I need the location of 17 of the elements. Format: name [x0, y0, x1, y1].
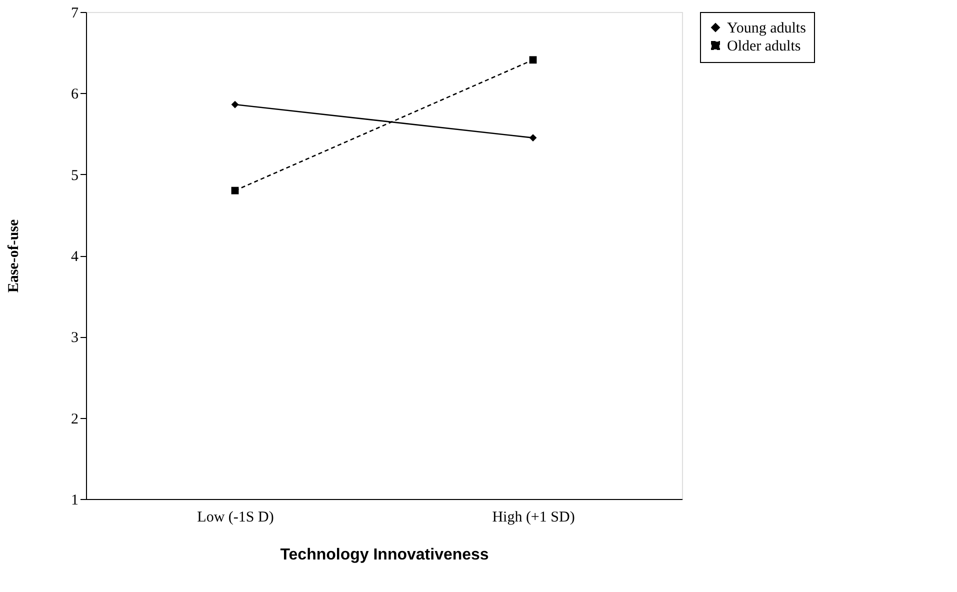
y-tick-label: 4 — [71, 249, 79, 265]
y-tick-label: 5 — [71, 168, 78, 184]
legend-label: Older adults — [727, 38, 801, 54]
x-axis-title: Technology Innovativeness — [280, 546, 489, 564]
point — [231, 100, 239, 108]
point — [529, 134, 537, 142]
point — [231, 186, 239, 194]
y-axis-title: Ease-of-use — [6, 219, 22, 293]
x-tick-label: Low (-1S D) — [197, 510, 274, 526]
point — [529, 56, 537, 64]
y-tick-label: 7 — [71, 6, 79, 22]
y-tick-label: 6 — [71, 86, 79, 103]
y-tick-label: 3 — [71, 330, 78, 346]
legend-label: Young adults — [727, 20, 806, 36]
y-tick-label: 1 — [71, 492, 78, 508]
x-tick-label: High (+1 SD) — [492, 510, 575, 526]
y-tick-label: 2 — [71, 411, 78, 428]
